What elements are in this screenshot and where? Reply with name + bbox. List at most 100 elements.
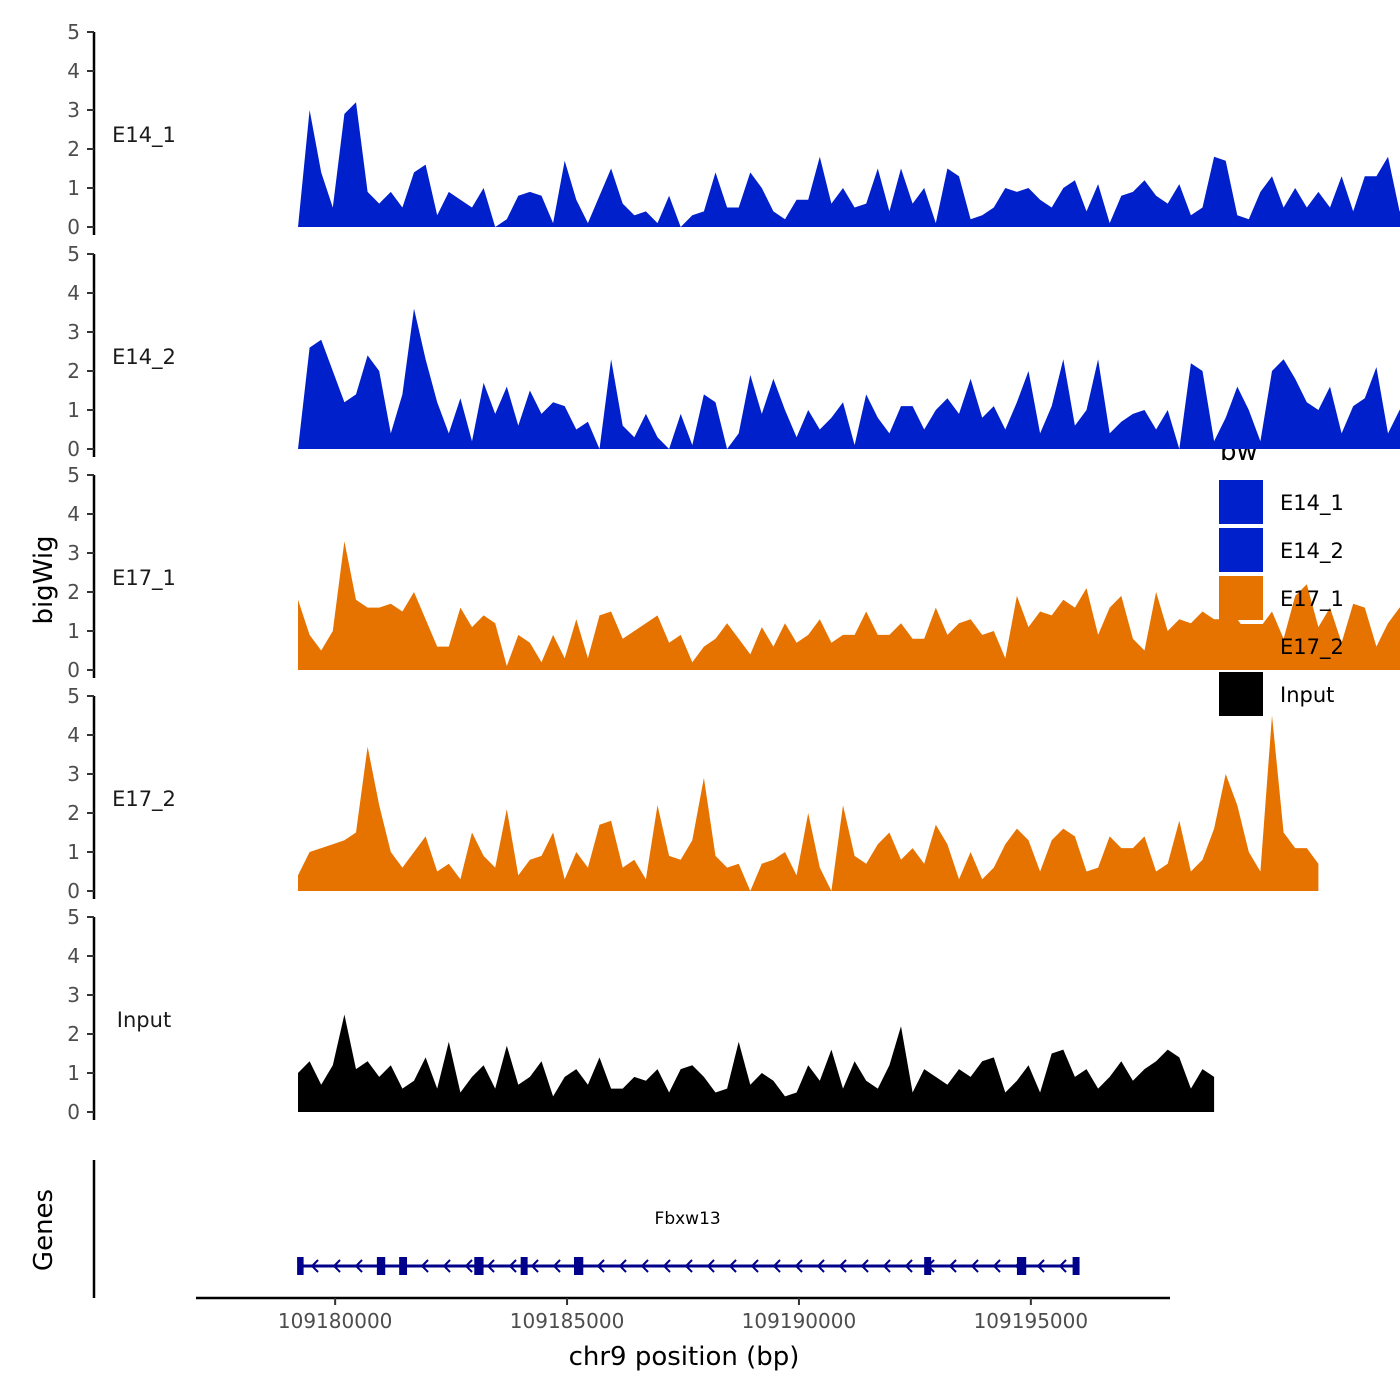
legend-label: E14_1 — [1280, 491, 1344, 516]
strand-arrow — [486, 1259, 495, 1273]
y-tick-label: 5 — [67, 905, 80, 929]
y-tick-label: 4 — [67, 723, 80, 747]
track-Input: 0 1 2 3 4 5 Input — [67, 905, 1215, 1124]
legend-swatch-E14_1 — [1219, 480, 1263, 524]
y-tick-label: 4 — [67, 281, 80, 305]
y-tick-label: 4 — [67, 944, 80, 968]
exon — [1016, 1257, 1027, 1275]
legend-label: E14_2 — [1280, 539, 1344, 564]
x-tick-label: 109185000 — [510, 1309, 625, 1333]
legend-swatch-E14_2 — [1219, 528, 1263, 572]
y-tick-label: 0 — [67, 1100, 80, 1124]
strand-arrow — [684, 1259, 693, 1273]
track-label: Input — [117, 1008, 171, 1032]
y-tick-label: 0 — [67, 215, 80, 239]
track-E14_1: 0 1 2 3 4 5 E14_1 — [67, 20, 1400, 239]
track-E17_1: 0 1 2 3 4 5 E17_1 — [67, 463, 1400, 682]
y-tick-label: 5 — [67, 463, 80, 487]
strand-arrow — [1058, 1259, 1067, 1273]
track-label: E17_1 — [112, 566, 176, 591]
y-tick-label: 3 — [67, 983, 80, 1007]
y-tick-label: 0 — [67, 879, 80, 903]
y-tick-label: 2 — [67, 801, 80, 825]
y-tick-label: 0 — [67, 437, 80, 461]
exon — [376, 1257, 386, 1275]
y-tick-label: 0 — [67, 658, 80, 682]
strand-arrow — [970, 1259, 979, 1273]
track-E14_2: 0 1 2 3 4 5 E14_2 — [67, 242, 1400, 461]
genes-track-title: Genes — [29, 1189, 59, 1271]
legend-label: E17_1 — [1280, 587, 1344, 612]
y-tick-label: 2 — [67, 137, 80, 161]
x-axis: 109180000 109185000 109190000 109195000 — [196, 1296, 1170, 1333]
track-label: E17_2 — [112, 787, 176, 812]
y-axis-title: bigWig — [29, 535, 59, 624]
legend: E14_1 E14_2 E17_1 E17_2 Input — [1219, 480, 1344, 716]
strand-arrow — [1036, 1259, 1045, 1273]
x-tick-label: 109190000 — [742, 1309, 857, 1333]
strand-arrow — [794, 1259, 803, 1273]
y-tick-label: 5 — [67, 20, 80, 44]
x-tick-label: 109180000 — [278, 1309, 393, 1333]
coverage-area-E14_2 — [298, 308, 1400, 449]
y-tick-label: 2 — [67, 580, 80, 604]
track-E17_2: 0 1 2 3 4 5 E17_2 — [67, 684, 1319, 903]
strand-arrow — [464, 1259, 473, 1273]
strand-arrow — [508, 1259, 517, 1273]
legend-swatch-E17_2 — [1219, 624, 1263, 668]
strand-arrow — [992, 1259, 1001, 1273]
strand-arrow — [750, 1259, 759, 1273]
y-tick-label: 3 — [67, 541, 80, 565]
strand-arrow — [904, 1259, 913, 1273]
strand-arrow — [706, 1259, 715, 1273]
strand-arrow — [310, 1259, 319, 1273]
strand-arrow — [882, 1259, 891, 1273]
y-tick-label: 3 — [67, 762, 80, 786]
coverage-area-Input — [298, 1014, 1215, 1112]
strand-arrow — [948, 1259, 957, 1273]
strand-arrow — [816, 1259, 825, 1273]
gene-label: Fbxw13 — [655, 1209, 721, 1229]
gene-track: Fbxw13 — [92, 1160, 1080, 1298]
y-tick-label: 5 — [67, 242, 80, 266]
y-tick-label: 5 — [67, 684, 80, 708]
legend-label: E17_2 — [1280, 635, 1344, 660]
strand-arrow — [860, 1259, 869, 1273]
strand-arrow — [420, 1259, 429, 1273]
y-tick-label: 1 — [67, 1061, 80, 1085]
y-tick-label: 2 — [67, 1022, 80, 1046]
strand-arrow — [332, 1259, 341, 1273]
y-tick-label: 4 — [67, 502, 80, 526]
strand-arrow — [552, 1259, 561, 1273]
y-tick-label: 1 — [67, 840, 80, 864]
x-tick-label: 109195000 — [974, 1309, 1089, 1333]
y-tick-label: 3 — [67, 320, 80, 344]
strand-arrow — [772, 1259, 781, 1273]
y-tick-label: 2 — [67, 359, 80, 383]
exon — [399, 1257, 408, 1275]
exon — [297, 1257, 304, 1275]
y-tick-label: 1 — [67, 176, 80, 200]
coverage-area-E14_1 — [298, 102, 1400, 227]
signal-tracks: 0 1 2 3 4 5 E14_1 0 1 2 3 4 5 E14_2 0 1 2 3 4 5 E17_1 0 1 2 3 4 5 E… — [67, 20, 1400, 1124]
legend-swatch-E17_1 — [1219, 576, 1263, 620]
strand-arrow — [838, 1259, 847, 1273]
strand-arrow — [728, 1259, 737, 1273]
strand-arrow — [640, 1259, 649, 1273]
track-label: E14_1 — [112, 123, 176, 148]
legend-swatch-Input — [1219, 672, 1263, 716]
y-tick-label: 1 — [67, 619, 80, 643]
strand-arrow — [618, 1259, 627, 1273]
y-tick-label: 3 — [67, 98, 80, 122]
strand-arrow — [596, 1259, 605, 1273]
exon — [574, 1257, 584, 1275]
x-axis-title: chr9 position (bp) — [569, 1342, 800, 1372]
track-label: E14_2 — [112, 345, 176, 370]
exon — [1072, 1257, 1080, 1275]
strand-arrow — [662, 1259, 671, 1273]
exon — [520, 1257, 528, 1275]
strand-arrow — [354, 1259, 363, 1273]
y-tick-label: 1 — [67, 398, 80, 422]
strand-arrow — [530, 1259, 539, 1273]
